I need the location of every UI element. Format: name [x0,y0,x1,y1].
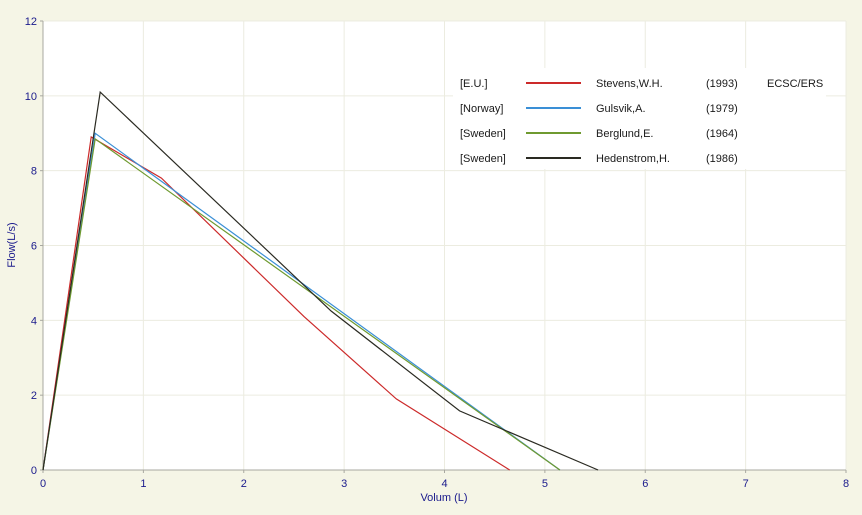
legend-year-4: (1986) [706,153,738,165]
x-axis-title: Volum (L) [420,492,467,504]
legend-year-3: (1964) [706,128,738,140]
x-tick-label: 4 [441,478,447,490]
x-tick-label: 8 [843,478,849,490]
legend-year-1: (1993) [706,78,738,90]
y-tick-label: 8 [31,166,37,178]
x-tick-label: 5 [542,478,548,490]
legend-region-4: [Sweden] [460,153,506,165]
y-axis-title: Flow(L/s) [6,222,18,267]
legend-region-1: [E.U.] [460,78,488,90]
x-tick-label: 1 [140,478,146,490]
legend-name-2: Gulsvik,A. [596,103,646,115]
y-tick-label: 0 [31,465,37,477]
legend-name-1: Stevens,W.H. [596,78,663,90]
y-tick-label: 4 [31,315,37,327]
x-tick-label: 7 [743,478,749,490]
legend-region-2: [Norway] [460,103,503,115]
legend: [E.U.] Stevens,W.H. (1993) ECSC/ERS [Norway]… [453,68,826,169]
legend-name-3: Berglund,E. [596,128,653,140]
x-tick-label: 3 [341,478,347,490]
x-tick-label: 0 [40,478,46,490]
legend-note-1: ECSC/ERS [767,78,823,90]
legend-year-2: (1979) [706,103,738,115]
legend-region-3: [Sweden] [460,128,506,140]
y-tick-label: 6 [31,241,37,253]
x-tick-label: 2 [241,478,247,490]
y-tick-label: 2 [31,390,37,402]
y-tick-label: 10 [25,91,37,103]
legend-name-4: Hedenstrom,H. [596,153,670,165]
x-tick-label: 6 [642,478,648,490]
y-tick-label: 12 [25,16,37,28]
